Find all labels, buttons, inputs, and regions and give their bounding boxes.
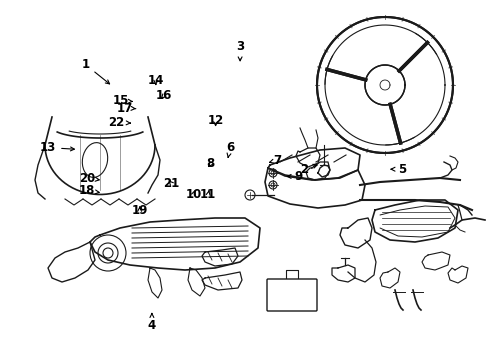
Text: 1: 1 — [82, 58, 110, 84]
Text: 8: 8 — [207, 157, 215, 170]
FancyBboxPatch shape — [267, 279, 317, 311]
Text: 2: 2 — [300, 163, 317, 176]
Text: 14: 14 — [147, 75, 164, 87]
Text: 18: 18 — [79, 184, 99, 197]
Text: 6: 6 — [226, 141, 234, 157]
Text: 15: 15 — [113, 94, 132, 107]
Text: 3: 3 — [236, 40, 244, 61]
Text: 17: 17 — [117, 102, 136, 114]
Text: 9: 9 — [287, 170, 303, 183]
Text: 4: 4 — [148, 313, 156, 332]
Text: 20: 20 — [79, 172, 99, 185]
Text: 10: 10 — [185, 188, 202, 201]
Text: 11: 11 — [200, 188, 217, 201]
Text: 21: 21 — [163, 177, 180, 190]
Text: 16: 16 — [156, 89, 172, 102]
Text: 19: 19 — [131, 204, 148, 217]
Text: 22: 22 — [108, 116, 130, 129]
Text: 5: 5 — [391, 163, 406, 176]
Text: 7: 7 — [270, 154, 281, 167]
Text: 12: 12 — [207, 114, 224, 127]
Text: 13: 13 — [40, 141, 74, 154]
